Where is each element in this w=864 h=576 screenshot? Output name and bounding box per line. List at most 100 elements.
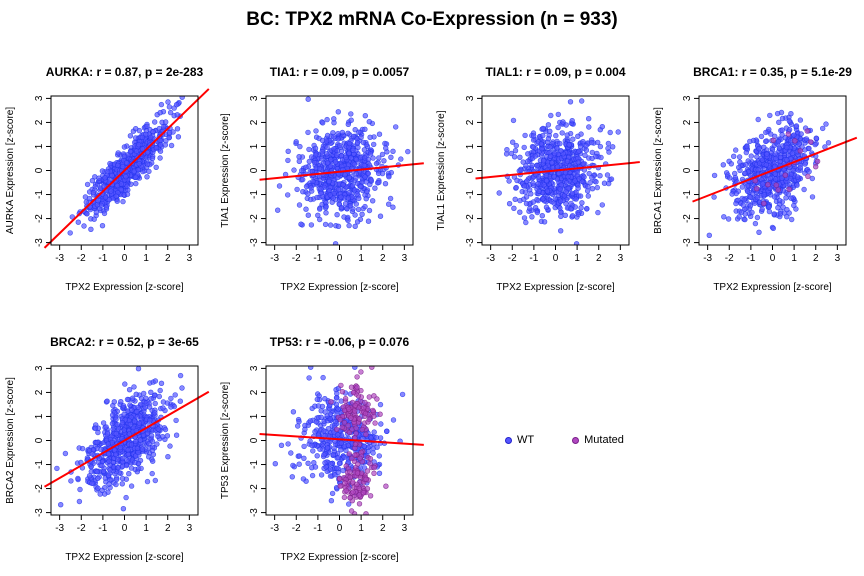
x-tick-label: 3 bbox=[402, 523, 408, 534]
wt-point bbox=[167, 109, 174, 116]
wt-point bbox=[506, 201, 513, 207]
wt-point bbox=[121, 411, 127, 418]
wt-point bbox=[119, 475, 126, 482]
mutated-point bbox=[354, 374, 360, 380]
wt-point bbox=[551, 174, 557, 180]
wt-point bbox=[334, 465, 340, 471]
wt-point bbox=[367, 151, 374, 157]
wt-point bbox=[560, 119, 566, 125]
wt-point bbox=[150, 129, 156, 135]
wt-point bbox=[168, 395, 174, 402]
wt-point bbox=[788, 216, 795, 223]
wt-point bbox=[594, 139, 601, 146]
y-tick-label: -3 bbox=[682, 238, 693, 247]
x-tick-label: 2 bbox=[380, 253, 386, 264]
wt-point bbox=[557, 186, 563, 192]
wt-point bbox=[332, 241, 339, 245]
mutated-point bbox=[352, 441, 359, 447]
mutated-point bbox=[371, 470, 377, 476]
y-tick-label: -2 bbox=[34, 484, 45, 493]
wt-point bbox=[149, 470, 155, 477]
wt-point bbox=[743, 149, 749, 156]
wt-point bbox=[323, 210, 329, 216]
wt-point bbox=[113, 430, 119, 437]
mutated-point bbox=[356, 501, 363, 507]
wt-point bbox=[117, 444, 124, 451]
x-tick-label: 0 bbox=[122, 253, 128, 264]
wt-point bbox=[91, 216, 97, 222]
wt-point bbox=[118, 186, 124, 193]
wt-point bbox=[340, 467, 346, 474]
wt-point bbox=[784, 214, 790, 220]
wt-point bbox=[562, 212, 568, 219]
wt-point bbox=[345, 130, 351, 137]
wt-point bbox=[81, 223, 87, 229]
mutated-point bbox=[804, 128, 810, 134]
wt-point bbox=[368, 177, 374, 183]
wt-point bbox=[324, 445, 331, 451]
wt-point bbox=[373, 160, 380, 167]
wt-point bbox=[568, 206, 574, 212]
wt-point bbox=[139, 146, 146, 152]
wt-point bbox=[157, 387, 163, 394]
mutated-point bbox=[367, 493, 374, 499]
wt-point bbox=[776, 145, 783, 151]
wt-point bbox=[755, 116, 761, 123]
wt-point bbox=[586, 170, 592, 177]
wt-point bbox=[552, 196, 558, 202]
data-points bbox=[54, 366, 185, 512]
mutated-point bbox=[342, 396, 349, 402]
mutated-point bbox=[753, 186, 760, 192]
wt-point bbox=[152, 410, 158, 416]
wt-point bbox=[294, 186, 300, 193]
wt-point bbox=[384, 428, 390, 434]
wt-point bbox=[747, 138, 753, 145]
wt-point bbox=[523, 219, 529, 226]
y-tick-label: 3 bbox=[249, 95, 260, 101]
wt-point bbox=[517, 154, 523, 161]
mutated-point bbox=[367, 460, 373, 467]
wt-point bbox=[566, 142, 572, 148]
wt-point bbox=[534, 209, 540, 216]
mutated-point bbox=[357, 455, 363, 462]
wt-point bbox=[540, 132, 546, 139]
wt-point bbox=[119, 164, 126, 170]
wt-point bbox=[54, 465, 60, 472]
wt-point bbox=[390, 148, 396, 155]
wt-point bbox=[576, 148, 582, 154]
wt-point bbox=[173, 417, 179, 424]
wt-point bbox=[331, 445, 337, 452]
wt-point bbox=[399, 391, 406, 398]
wt-point bbox=[312, 159, 318, 166]
wt-point bbox=[327, 192, 333, 198]
wt-point bbox=[132, 135, 139, 141]
x-tick-label: -1 bbox=[746, 253, 755, 264]
regression-line bbox=[43, 88, 210, 249]
wt-point bbox=[333, 395, 340, 401]
wt-point bbox=[124, 183, 130, 190]
wt-point bbox=[296, 158, 302, 165]
wt-point bbox=[362, 126, 368, 133]
wt-point bbox=[174, 112, 181, 118]
wt-point bbox=[721, 214, 727, 220]
x-tick-label: 0 bbox=[337, 523, 343, 534]
wt-point bbox=[325, 160, 331, 166]
mutated-point bbox=[805, 173, 811, 180]
wt-point bbox=[105, 441, 111, 447]
x-tick-label: 1 bbox=[358, 523, 364, 534]
mutated-point bbox=[363, 431, 369, 438]
wt-point bbox=[367, 134, 373, 141]
wt-point bbox=[798, 131, 804, 137]
wt-point bbox=[94, 439, 100, 446]
wt-point bbox=[557, 228, 564, 234]
wt-point bbox=[92, 425, 99, 431]
wt-point bbox=[157, 148, 164, 154]
regression-line bbox=[475, 161, 640, 180]
wt-point bbox=[120, 506, 127, 512]
mutated-point bbox=[348, 384, 355, 390]
wt-point bbox=[585, 115, 592, 122]
wt-point bbox=[112, 451, 119, 457]
wt-point bbox=[173, 101, 180, 108]
